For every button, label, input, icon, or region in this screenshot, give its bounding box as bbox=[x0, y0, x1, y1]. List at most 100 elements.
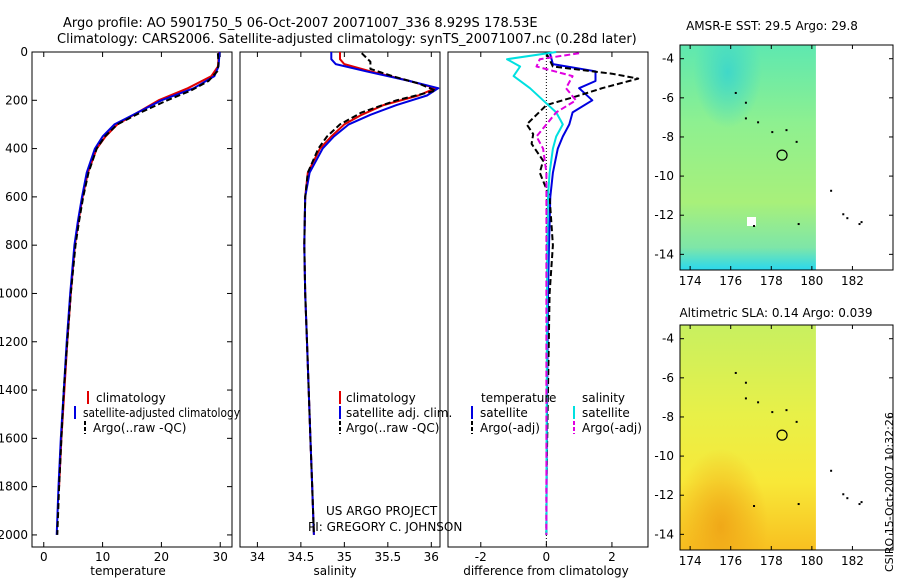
island-marker bbox=[858, 223, 861, 226]
temperature-xtick-label: 10 bbox=[95, 550, 110, 564]
island-marker bbox=[771, 131, 774, 134]
difference-series-salinity-argo-adj bbox=[535, 52, 580, 535]
salinity-series-climatology bbox=[303, 52, 437, 535]
salinity-profile-lines bbox=[303, 52, 440, 535]
legend-label-satellite: satellite-adjusted climatology bbox=[83, 406, 240, 420]
sst-ytick-label: -6 bbox=[662, 91, 674, 105]
depth-ytick-label: 600 bbox=[5, 190, 28, 204]
difference-xtick-label: -2 bbox=[475, 550, 487, 564]
sst-map-panel: AMSR-E SST: 29.5 Argo: 29.8 174 176 178 180… bbox=[654, 19, 894, 288]
temperature-series-argo-raw-qc bbox=[56, 53, 220, 535]
island-marker bbox=[785, 129, 788, 132]
island-marker bbox=[734, 91, 737, 94]
depth-ytick-label: 2000 bbox=[0, 528, 28, 542]
depth-ytick-label: 1800 bbox=[0, 480, 28, 494]
salinity-xtick-label: 34.5 bbox=[288, 550, 315, 564]
sst-ytick-label: -10 bbox=[654, 169, 674, 183]
sst-missing-cell bbox=[747, 217, 756, 226]
difference-axes-frame bbox=[447, 51, 649, 548]
depth-ytick-label: 400 bbox=[5, 142, 28, 156]
island-marker bbox=[842, 213, 845, 216]
sla-latitude-ticks: -4 -6 -8 -10 -12 -14 bbox=[654, 332, 893, 541]
temperature-axis-ticks: 0 10 20 30 bbox=[40, 52, 228, 564]
island-marker bbox=[846, 497, 849, 500]
island-marker bbox=[734, 371, 737, 374]
sla-ytick-label: -14 bbox=[654, 527, 674, 541]
island-marker bbox=[744, 101, 747, 104]
difference-xtick-label: 0 bbox=[543, 550, 551, 564]
island-marker bbox=[744, 381, 747, 384]
legend-label-sal-satellite: satellite adj. clim. bbox=[346, 406, 452, 420]
temperature-axes-frame bbox=[31, 51, 233, 548]
island-marker bbox=[744, 117, 747, 120]
island-marker bbox=[771, 411, 774, 414]
sst-ytick-label: -14 bbox=[654, 247, 674, 261]
sst-argo-position-marker bbox=[776, 149, 788, 161]
sla-longitude-ticks: 174 176 178 180 182 bbox=[679, 325, 864, 568]
sla-warm-patch bbox=[680, 325, 816, 550]
sst-xtick-label: 178 bbox=[760, 274, 783, 288]
depth-ytick-label: 0 bbox=[20, 45, 28, 59]
temperature-panel: 0 200 400 600 800 1000 1200 1400 1600 1800 2000 0 1… bbox=[0, 45, 240, 578]
sla-ytick-label: -12 bbox=[654, 488, 674, 502]
depth-ytick-label: 1400 bbox=[0, 383, 28, 397]
island-marker bbox=[858, 503, 861, 506]
sst-xtick-label: 174 bbox=[679, 274, 702, 288]
sst-xtick-label: 182 bbox=[841, 274, 864, 288]
difference-series-temperature-satellite bbox=[545, 51, 597, 535]
legend-label-sal-argo: Argo(..raw -QC) bbox=[346, 421, 439, 435]
sst-cool-patch bbox=[680, 45, 816, 270]
sst-xtick-label: 180 bbox=[800, 274, 823, 288]
sla-axes-frame bbox=[679, 324, 894, 551]
legend-label-sal-diff-argo: Argo(-adj) bbox=[582, 421, 642, 435]
island-marker bbox=[846, 217, 849, 220]
depth-axis-ticks: 0 200 400 600 800 1000 1200 1400 1600 1800 2000 bbox=[0, 45, 232, 542]
salinity-axis-ticks: 34 34.5 35 35.5 36 bbox=[250, 52, 439, 564]
temperature-series-satellite-adjusted-climatology bbox=[55, 51, 221, 535]
sla-xtick-label: 176 bbox=[719, 554, 742, 568]
island-marker bbox=[753, 505, 756, 507]
island-marker bbox=[842, 493, 845, 496]
sst-latitude-ticks: -4 -6 -8 -10 -12 -14 bbox=[654, 52, 893, 261]
legend-title-temperature: temperature bbox=[481, 391, 556, 405]
sla-map-panel: Altimetric SLA: 0.14 Argo: 0.039 174 176 1… bbox=[654, 306, 894, 568]
sla-xtick-label: 178 bbox=[760, 554, 783, 568]
sst-longitude-ticks: 174 176 178 180 182 bbox=[679, 45, 864, 288]
salinity-xtick-label: 36 bbox=[424, 550, 439, 564]
temperature-xtick-label: 0 bbox=[40, 550, 48, 564]
sst-ytick-label: -4 bbox=[662, 52, 674, 66]
legend-label-sal-climatology: climatology bbox=[346, 391, 416, 405]
island-marker bbox=[795, 420, 798, 423]
island-marker bbox=[860, 221, 863, 224]
island-marker bbox=[785, 409, 788, 412]
difference-xtick-label: 2 bbox=[608, 550, 616, 564]
salinity-xtick-label: 35.5 bbox=[374, 550, 401, 564]
depth-ytick-label: 1000 bbox=[0, 286, 28, 300]
salinity-legend: climatology satellite adj. clim. Argo(..… bbox=[339, 391, 452, 435]
depth-ytick-label: 800 bbox=[5, 238, 28, 252]
sla-island-markers bbox=[734, 371, 863, 507]
sla-ytick-label: -8 bbox=[662, 410, 674, 424]
island-marker bbox=[744, 397, 747, 400]
island-marker bbox=[830, 469, 833, 472]
salinity-series-satellite-adj-clim bbox=[303, 52, 440, 535]
sla-xtick-label: 174 bbox=[679, 554, 702, 568]
legend-label-climatology: climatology bbox=[96, 391, 166, 405]
island-marker bbox=[860, 501, 863, 504]
salinity-xtick-label: 34 bbox=[250, 550, 265, 564]
sst-map-title: AMSR-E SST: 29.5 Argo: 29.8 bbox=[686, 19, 858, 33]
island-marker bbox=[753, 225, 756, 227]
difference-series-salinity-satellite bbox=[506, 51, 564, 535]
sst-ytick-label: -12 bbox=[654, 208, 674, 222]
island-marker bbox=[757, 121, 760, 124]
salinity-axes-frame bbox=[239, 51, 441, 548]
salinity-series-argo-raw-qc bbox=[303, 52, 437, 535]
island-marker bbox=[797, 503, 800, 506]
salinity-xtick-label: 35 bbox=[337, 550, 352, 564]
island-marker bbox=[830, 189, 833, 192]
legend-title-salinity: salinity bbox=[582, 391, 625, 405]
credit-label: CSIRO 15-Oct-2007 10:32:26 bbox=[883, 412, 896, 572]
project-label: US ARGO PROJECT bbox=[326, 504, 438, 518]
depth-ytick-label: 1600 bbox=[0, 431, 28, 445]
